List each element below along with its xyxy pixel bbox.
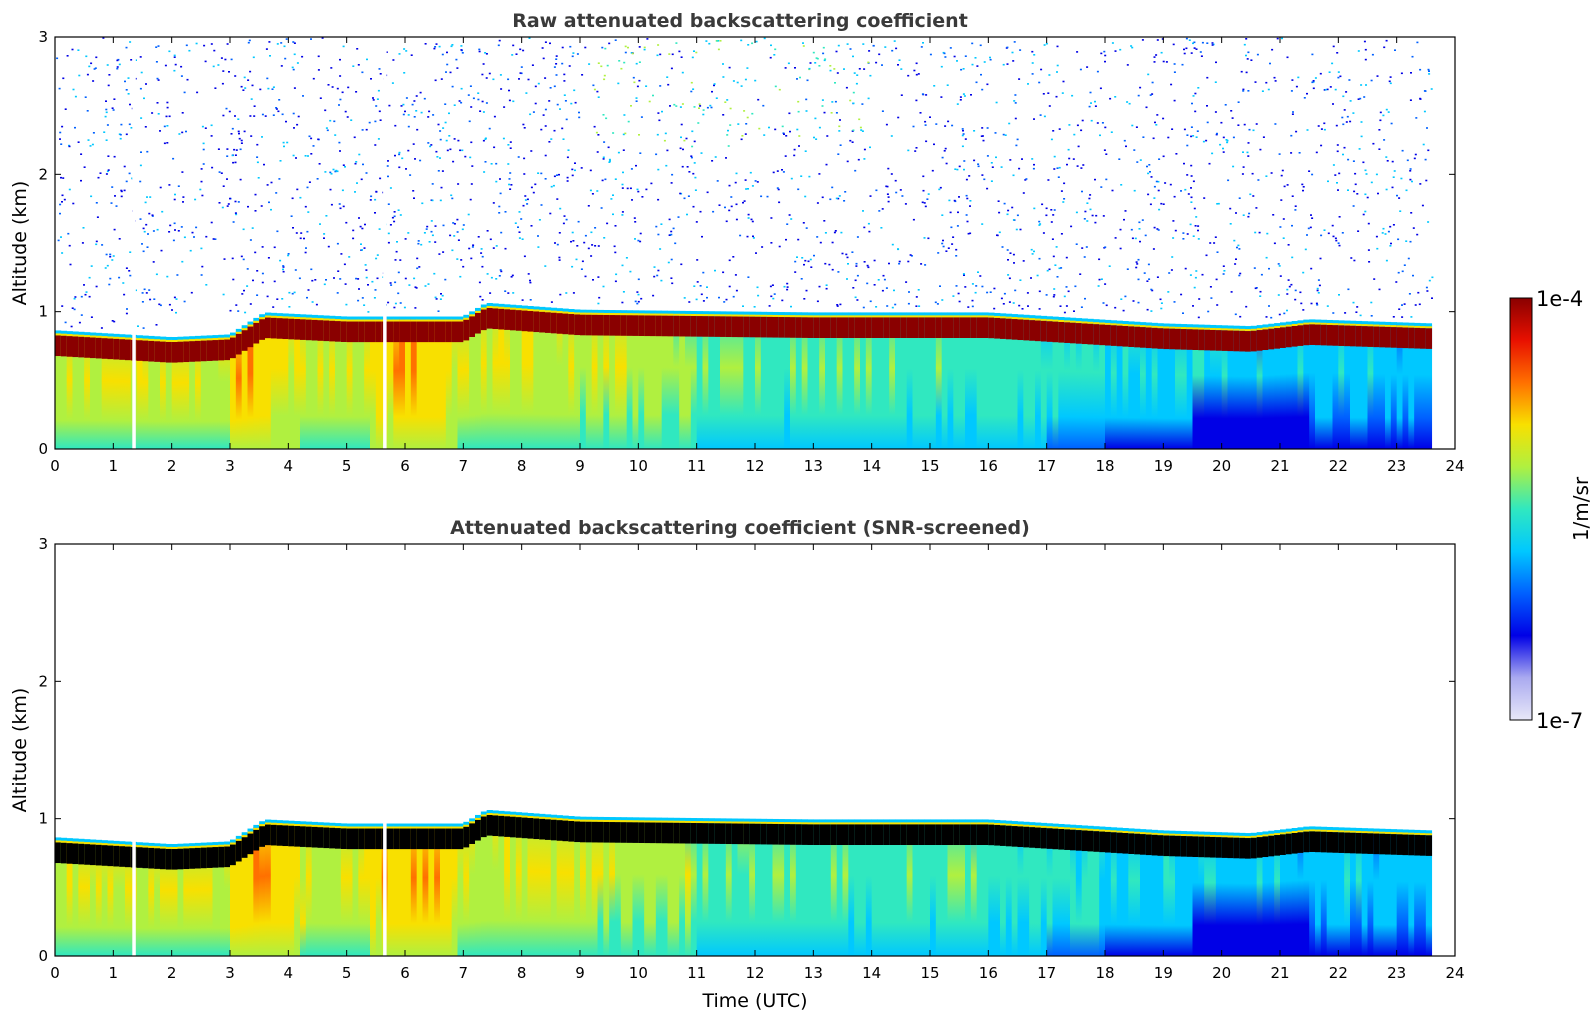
x-axis-ticks: 0 1 2 3 4 5 6 7 8 9 10 11 12 13 14 15 16 17 18 19 20 21 22 23 24 xyxy=(50,37,1465,475)
x-tick-label: 6 xyxy=(400,457,410,475)
x-tick-label: 8 xyxy=(517,964,527,982)
chart-title: Raw attenuated backscattering coefficien… xyxy=(512,10,968,32)
x-tick-label: 1 xyxy=(109,457,119,475)
x-tick-label: 23 xyxy=(1387,964,1406,982)
x-tick-label: 21 xyxy=(1270,964,1289,982)
x-tick-label: 13 xyxy=(804,964,823,982)
chart-title: Attenuated backscattering coefficient (S… xyxy=(450,517,1030,539)
x-tick-label: 16 xyxy=(979,964,998,982)
x-axis-ticks: 0 1 2 3 4 5 6 7 8 9 10 11 12 13 14 15 16 17 18 19 20 21 22 23 24 xyxy=(50,544,1465,982)
x-tick-label: 20 xyxy=(1212,457,1231,475)
x-tick-label: 10 xyxy=(629,964,648,982)
y-axis-label: Altitude (km) xyxy=(9,688,31,813)
colorbar: 1e-4 1e-7 1/m/sr xyxy=(1509,287,1593,733)
x-tick-label: 24 xyxy=(1445,457,1464,475)
x-tick-label: 12 xyxy=(745,964,764,982)
y-tick-label: 0 xyxy=(38,440,48,458)
snr-screened-panel: Attenuated backscattering coefficient (S… xyxy=(9,517,1465,1012)
backscatter-field xyxy=(55,544,1433,957)
x-tick-label: 17 xyxy=(1037,457,1056,475)
x-axis-label: Time (UTC) xyxy=(701,990,807,1012)
y-tick-label: 3 xyxy=(38,28,48,46)
x-tick-label: 11 xyxy=(687,964,706,982)
x-tick-label: 15 xyxy=(920,457,939,475)
x-tick-label: 2 xyxy=(167,964,177,982)
x-tick-label: 10 xyxy=(629,457,648,475)
x-tick-label: 5 xyxy=(342,964,352,982)
y-tick-label: 1 xyxy=(38,303,48,321)
colorbar-max-label: 1e-4 xyxy=(1536,287,1583,311)
x-tick-label: 19 xyxy=(1154,964,1173,982)
x-tick-label: 23 xyxy=(1387,457,1406,475)
plot-area xyxy=(55,37,1434,450)
x-tick-label: 8 xyxy=(517,457,527,475)
y-tick-label: 0 xyxy=(38,947,48,965)
x-tick-label: 0 xyxy=(50,457,60,475)
y-tick-label: 2 xyxy=(38,165,48,183)
x-tick-label: 6 xyxy=(400,964,410,982)
x-tick-label: 22 xyxy=(1329,457,1348,475)
x-tick-label: 9 xyxy=(575,964,585,982)
x-tick-label: 21 xyxy=(1270,457,1289,475)
x-tick-label: 16 xyxy=(979,457,998,475)
x-tick-label: 7 xyxy=(459,964,469,982)
colorbar-unit-label: 1/m/sr xyxy=(1569,476,1593,541)
x-tick-label: 20 xyxy=(1212,964,1231,982)
y-tick-label: 1 xyxy=(38,810,48,828)
x-tick-label: 13 xyxy=(804,457,823,475)
x-tick-label: 9 xyxy=(575,457,585,475)
x-tick-label: 17 xyxy=(1037,964,1056,982)
y-axis-ticks: 0 1 2 3 xyxy=(38,535,1455,965)
x-tick-label: 4 xyxy=(284,457,294,475)
x-tick-label: 1 xyxy=(109,964,119,982)
x-tick-label: 18 xyxy=(1095,964,1114,982)
colorbar-gradient xyxy=(1509,297,1533,721)
x-tick-label: 2 xyxy=(167,457,177,475)
y-tick-label: 3 xyxy=(38,535,48,553)
x-tick-label: 18 xyxy=(1095,457,1114,475)
x-tick-label: 3 xyxy=(225,964,235,982)
backscatter-field xyxy=(55,37,1433,450)
x-tick-label: 3 xyxy=(225,457,235,475)
x-tick-label: 11 xyxy=(687,457,706,475)
plot-area xyxy=(55,544,1433,957)
x-tick-label: 12 xyxy=(745,457,764,475)
x-tick-label: 22 xyxy=(1329,964,1348,982)
x-tick-label: 15 xyxy=(920,964,939,982)
y-tick-label: 2 xyxy=(38,672,48,690)
y-axis-ticks: 0 1 2 3 xyxy=(38,28,1455,458)
x-tick-label: 4 xyxy=(284,964,294,982)
raw-backscatter-panel: Raw attenuated backscattering coefficien… xyxy=(9,10,1465,475)
noise-field xyxy=(56,37,1434,329)
x-tick-label: 5 xyxy=(342,457,352,475)
x-tick-label: 19 xyxy=(1154,457,1173,475)
x-tick-label: 14 xyxy=(862,457,881,475)
x-tick-label: 0 xyxy=(50,964,60,982)
x-tick-label: 7 xyxy=(459,457,469,475)
x-tick-label: 14 xyxy=(862,964,881,982)
y-axis-label: Altitude (km) xyxy=(9,181,31,306)
colorbar-min-label: 1e-7 xyxy=(1536,709,1583,733)
x-tick-label: 24 xyxy=(1445,964,1464,982)
